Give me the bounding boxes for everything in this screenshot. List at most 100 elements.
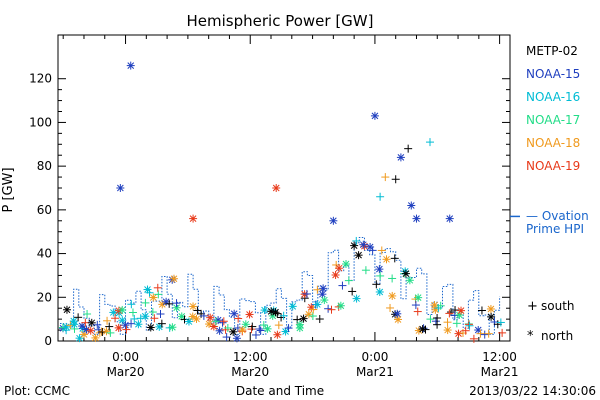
footer-timestamp: 2013/03/22 14:30:06 [469, 384, 596, 398]
point-south [425, 138, 434, 147]
point-north [230, 309, 239, 318]
point-north [229, 327, 238, 336]
point-south [274, 321, 283, 330]
point-north [263, 324, 272, 333]
point-south [127, 300, 136, 309]
point-south [111, 314, 120, 323]
point-south [222, 333, 231, 342]
point-north [313, 300, 322, 309]
point-south [431, 317, 440, 326]
point-south [103, 316, 112, 325]
point-north [114, 323, 123, 332]
marker-key-symbol: * [527, 329, 534, 344]
point-north [143, 285, 152, 294]
point-south [361, 266, 370, 275]
point-north [232, 334, 241, 343]
point-south [496, 318, 505, 327]
point-north [336, 301, 345, 310]
point-north [414, 293, 423, 302]
point-north [189, 302, 198, 311]
point-south [433, 320, 442, 329]
point-south [324, 304, 333, 313]
point-north [393, 309, 402, 318]
point-south [469, 334, 478, 343]
point-south [248, 322, 257, 331]
point-south [199, 311, 208, 320]
point-south [127, 319, 136, 328]
point-south [256, 326, 265, 335]
point-north [454, 329, 463, 338]
point-north [86, 326, 95, 335]
x-tick-date: Mar21 [481, 365, 519, 379]
point-south [372, 280, 381, 289]
y-tick-label: 80 [37, 159, 52, 173]
point-south [386, 303, 395, 312]
point-south [443, 318, 452, 327]
point-south [128, 308, 137, 317]
point-south [476, 329, 485, 338]
point-north [273, 330, 282, 339]
point-north [445, 214, 454, 223]
y-axis-label: P [GW] [1, 167, 16, 212]
point-south [223, 323, 232, 332]
point-south [498, 328, 507, 337]
x-axis-ticks: 0:00Mar2012:00Mar200:00Mar2112:00Mar210:… [62, 35, 519, 379]
point-south [338, 281, 347, 290]
point-north [126, 61, 135, 70]
point-north [241, 320, 250, 329]
point-north [319, 284, 328, 293]
point-south [145, 288, 154, 297]
point-south [122, 325, 131, 334]
point-south [390, 254, 399, 263]
point-north [149, 293, 158, 302]
x-tick-date: Mar20 [231, 365, 269, 379]
point-north [401, 269, 410, 278]
marker-key-label: south [541, 299, 575, 313]
x-tick-time: 12:00 [233, 350, 268, 364]
point-south [279, 311, 288, 320]
point-north [320, 296, 329, 305]
point-south [433, 314, 442, 323]
point-north [78, 322, 87, 331]
point-north [443, 326, 452, 335]
point-south [344, 276, 353, 285]
point-north [271, 308, 280, 317]
satellite-points [58, 61, 507, 343]
point-south [154, 290, 163, 299]
point-north [91, 333, 100, 342]
point-north [168, 323, 177, 332]
point-north [412, 214, 421, 223]
point-north [304, 310, 313, 319]
point-north [352, 294, 361, 303]
point-north [116, 184, 125, 192]
point-north [329, 216, 338, 225]
point-south [376, 192, 385, 201]
point-north [375, 287, 384, 296]
ovation-legend-label: — Ovation [526, 209, 589, 223]
point-south [411, 301, 420, 310]
y-tick-label: 60 [37, 203, 52, 217]
legend-item: NOAA-18 [526, 136, 580, 150]
marker-key: + south * north [527, 299, 575, 344]
point-north [335, 264, 344, 273]
point-south [172, 299, 181, 308]
point-north [209, 322, 218, 331]
x-tick-time: 0:00 [361, 350, 388, 364]
point-south [461, 326, 470, 335]
y-tick-label: 100 [29, 115, 52, 129]
x-tick-time: 12:00 [482, 350, 517, 364]
point-north [172, 303, 181, 312]
point-north [350, 241, 359, 250]
point-north [215, 326, 224, 335]
y-tick-label: 40 [37, 247, 52, 261]
legend-item: NOAA-19 [526, 159, 580, 173]
point-south [352, 236, 361, 245]
ovation-hpi-series [59, 215, 520, 335]
point-south [157, 319, 166, 328]
point-north [342, 260, 351, 269]
x-tick-date: Mar21 [356, 365, 394, 379]
point-north [299, 314, 308, 323]
point-north [155, 322, 164, 331]
point-south [156, 310, 165, 319]
